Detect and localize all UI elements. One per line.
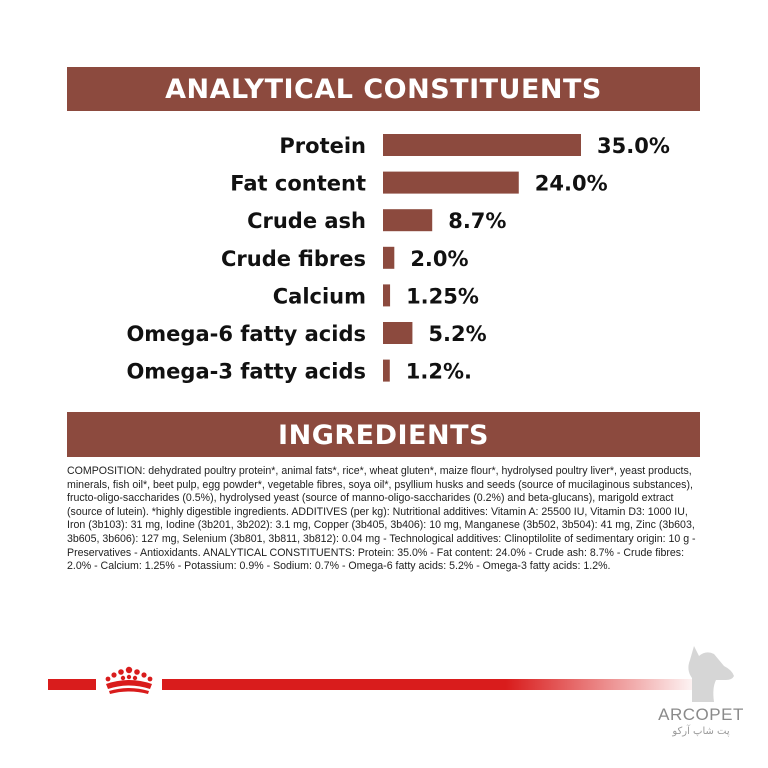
royal-canin-crown-icon [96, 664, 162, 696]
bar [383, 246, 395, 269]
category-label: Crude ash [247, 209, 366, 233]
composition-text: COMPOSITION: dehydrated poultry protein*… [67, 465, 696, 573]
category-label: Omega-6 fatty acids [126, 322, 366, 346]
bar [383, 359, 390, 382]
watermark-subtitle: پت شاپ آرکو [672, 726, 730, 737]
bar [383, 209, 433, 232]
dog-head-icon [672, 640, 742, 705]
analytical-constituents-banner: ANALYTICAL CONSTITUENTS [67, 67, 700, 111]
value-label: 2.0% [410, 247, 468, 271]
watermark-brand: ARCOPET [658, 705, 744, 724]
value-label: 35.0% [597, 134, 670, 158]
bar [383, 134, 581, 156]
value-label: 24.0% [535, 172, 608, 196]
value-label: 8.7% [448, 209, 506, 233]
category-label: Protein [279, 134, 366, 158]
category-label: Calcium [273, 284, 366, 308]
bar [383, 284, 391, 307]
category-label: Omega-3 fatty acids [126, 360, 366, 384]
value-label: 1.2%. [406, 360, 472, 384]
bar [383, 322, 413, 344]
bar [383, 171, 519, 194]
value-label: 5.2% [428, 322, 486, 346]
ingredients-title: INGREDIENTS [278, 420, 489, 451]
value-label: 1.25% [406, 284, 479, 308]
brand-red-line [48, 679, 702, 690]
constituents-bar-chart: Protein 35.0% Fat content 24.0% Crude ash 8.7… [126, 134, 670, 384]
ingredients-banner: INGREDIENTS [67, 412, 700, 457]
analytical-constituents-title: ANALYTICAL CONSTITUENTS [165, 74, 602, 105]
category-label: Crude fibres [221, 247, 366, 271]
category-label: Fat content [230, 172, 366, 196]
